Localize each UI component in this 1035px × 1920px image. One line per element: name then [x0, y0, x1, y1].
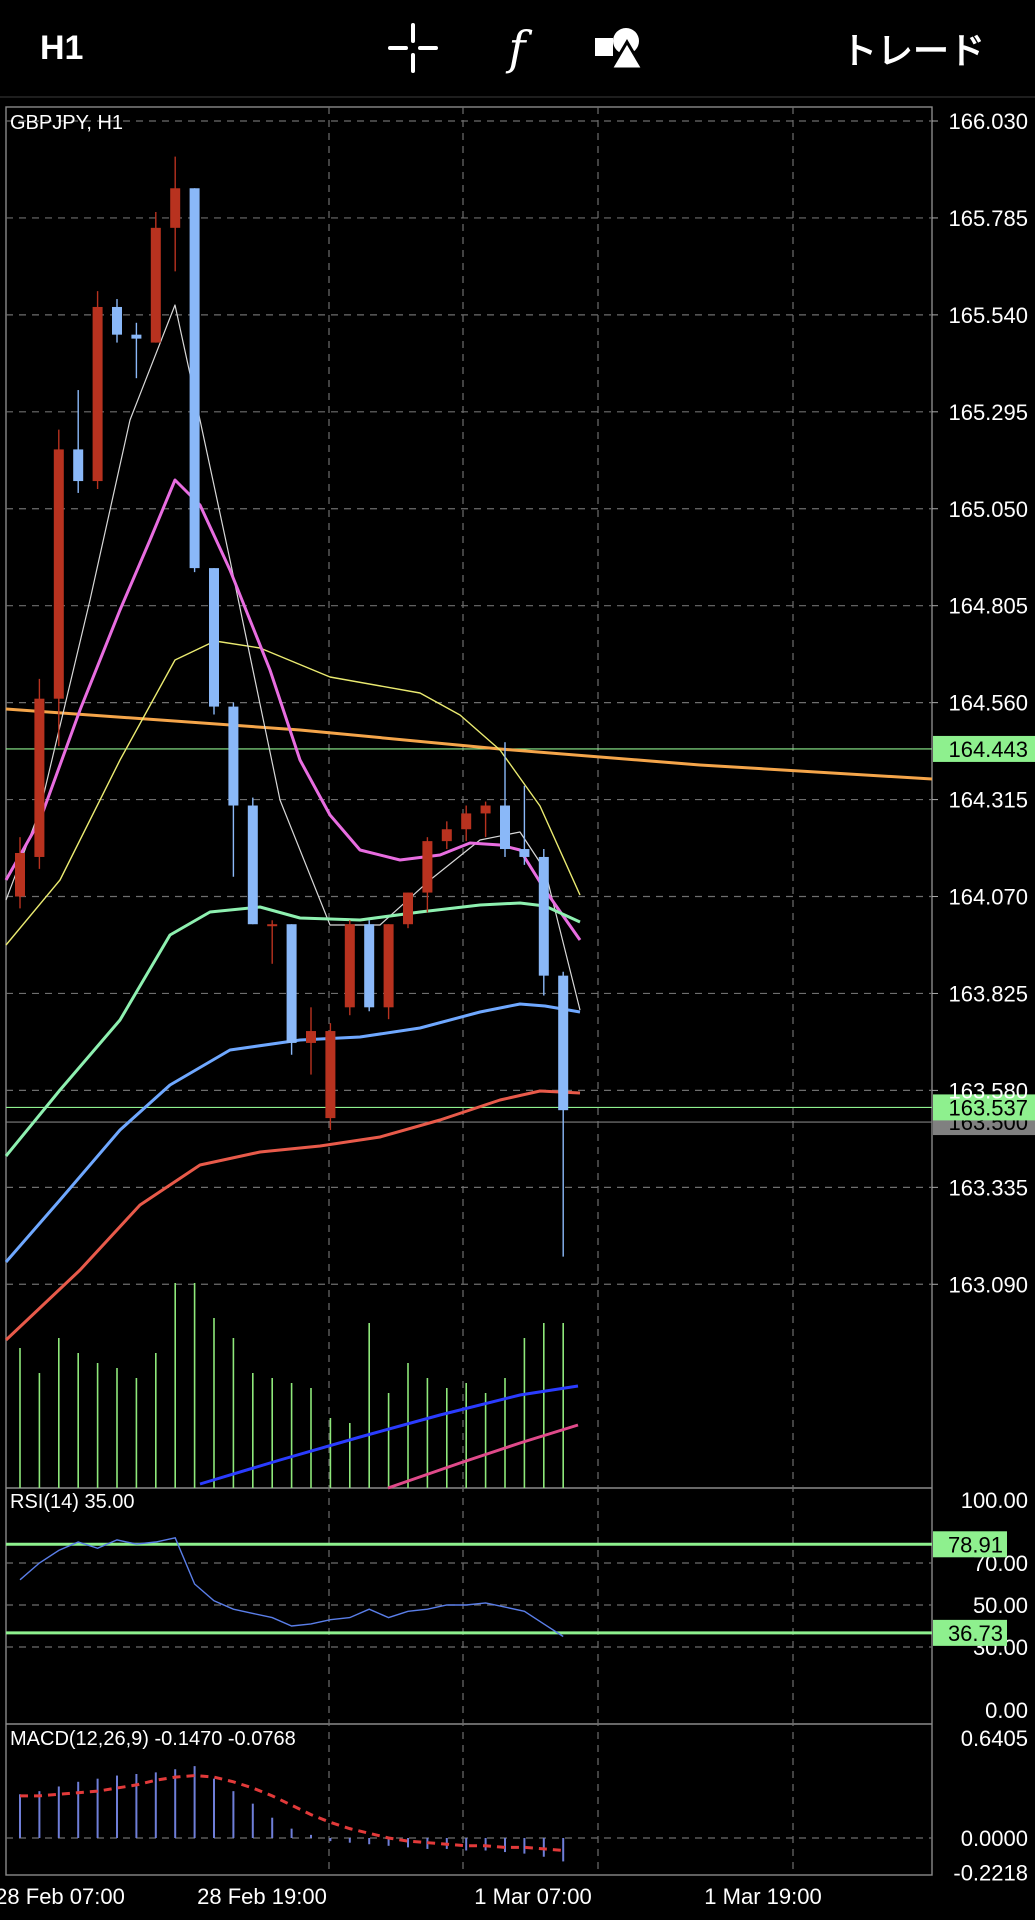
ma-violet [4, 478, 582, 941]
candle-body [73, 449, 84, 482]
time-label: 28 Feb 07:00 [0, 1884, 125, 1909]
level-badge [933, 1094, 1035, 1121]
macd-tick-label: -0.2218 [953, 1861, 1028, 1886]
macd-tick-label: 0.0000 [961, 1826, 1028, 1851]
ma-yellow [5, 640, 581, 946]
volume-ma-pink [387, 1423, 579, 1490]
candle-body [519, 849, 530, 857]
candle-body [403, 892, 413, 925]
rsi-line [19, 1536, 564, 1638]
rsi-tick-label: 100.00 [961, 1488, 1028, 1513]
candle-body [112, 306, 122, 335]
time-label: 1 Mar 07:00 [474, 1884, 591, 1909]
rsi-tick-label: 0.00 [985, 1698, 1028, 1723]
candle-body [441, 829, 452, 842]
rsi-level-label: 36.73 [948, 1621, 1003, 1646]
symbol-label: GBPJPY, H1 [10, 112, 123, 134]
candle-body [34, 698, 45, 857]
timeframe-button[interactable]: H1 [40, 28, 84, 67]
candle-body [325, 1031, 336, 1119]
price-tick-label: 163.580 [948, 1078, 1028, 1103]
top-toolbar: H1 f トレード [0, 0, 1035, 98]
price-tick-label: 163.335 [948, 1175, 1028, 1200]
candle-body [150, 227, 161, 343]
ma-red [4, 1089, 581, 1342]
shapes-icon[interactable] [590, 18, 650, 78]
candle-body [558, 975, 569, 1111]
rsi-level-badge [933, 1531, 1007, 1558]
volume-ma-blue [199, 1384, 579, 1486]
candlesticks [15, 156, 569, 1257]
price-tick-label: 165.295 [948, 400, 1028, 425]
candle-body [461, 813, 472, 830]
candle-body [209, 568, 219, 707]
candle-body [538, 856, 549, 976]
macd-pane: 0.6405 0.0000 -0.2218 [6, 1726, 1028, 1886]
candle-body [92, 306, 103, 482]
rsi-level-label: 78.91 [948, 1532, 1003, 1557]
rsi-label: RSI(14) 35.00 [10, 1491, 135, 1513]
time-axis: 28 Feb 07:00 28 Feb 19:00 1 Mar 07:00 1 Mar… [0, 1884, 822, 1909]
ma-orange [5, 707, 933, 781]
candle-body [480, 805, 491, 814]
crosshair-icon[interactable] [385, 18, 441, 78]
candle-body [15, 852, 25, 897]
candle-body [247, 805, 258, 925]
ma-green [4, 901, 581, 1157]
candle-body [383, 924, 394, 1008]
candle-body [228, 706, 239, 806]
candle-body [53, 449, 64, 699]
trade-button[interactable]: トレード [840, 30, 985, 71]
price-tick-label: 166.030 [948, 109, 1028, 134]
rsi-tick-label: 50.00 [973, 1593, 1028, 1618]
time-label: 1 Mar 19:00 [704, 1884, 821, 1909]
price-tick-label: 164.560 [948, 691, 1028, 716]
price-axis: 166.030 165.785 165.540 165.295 165.050 164.8… [932, 109, 1028, 1297]
level-badge [933, 735, 1035, 762]
candle-body [422, 841, 433, 893]
price-tick-label: 163.825 [948, 981, 1028, 1006]
price-tick-label: 165.785 [948, 206, 1028, 231]
macd-label: MACD(12,26,9) -0.1470 -0.0768 [10, 1728, 296, 1750]
grid-lines [6, 107, 932, 1875]
macd-tick-label: 0.6405 [961, 1726, 1028, 1751]
indicators-button[interactable]: f [508, 21, 526, 75]
level-label: 164.443 [948, 737, 1028, 762]
candle-body [189, 188, 200, 569]
candle-body [344, 924, 355, 1008]
price-tick-label: 164.805 [948, 594, 1028, 619]
candle-body [131, 334, 142, 339]
price-tick-label: 165.050 [948, 497, 1028, 522]
candle-body [286, 924, 297, 1043]
candle-body [364, 924, 375, 1008]
price-tick-label: 164.070 [948, 885, 1028, 910]
volume-bars [19, 1283, 579, 1490]
price-tick-label: 163.090 [948, 1272, 1028, 1297]
macd-signal-line [20, 1774, 564, 1852]
candle-body [170, 188, 181, 228]
candle-body [500, 805, 510, 850]
price-tick-label: 165.540 [948, 303, 1028, 328]
rsi-level-badge [933, 1619, 1007, 1646]
candle-body [306, 1031, 316, 1043]
price-tick-label: 164.315 [948, 788, 1028, 813]
time-label: 28 Feb 19:00 [197, 1884, 327, 1909]
level-label: 163.537 [948, 1095, 1028, 1120]
chart-frame [5, 106, 933, 1876]
candle-body [267, 924, 278, 927]
